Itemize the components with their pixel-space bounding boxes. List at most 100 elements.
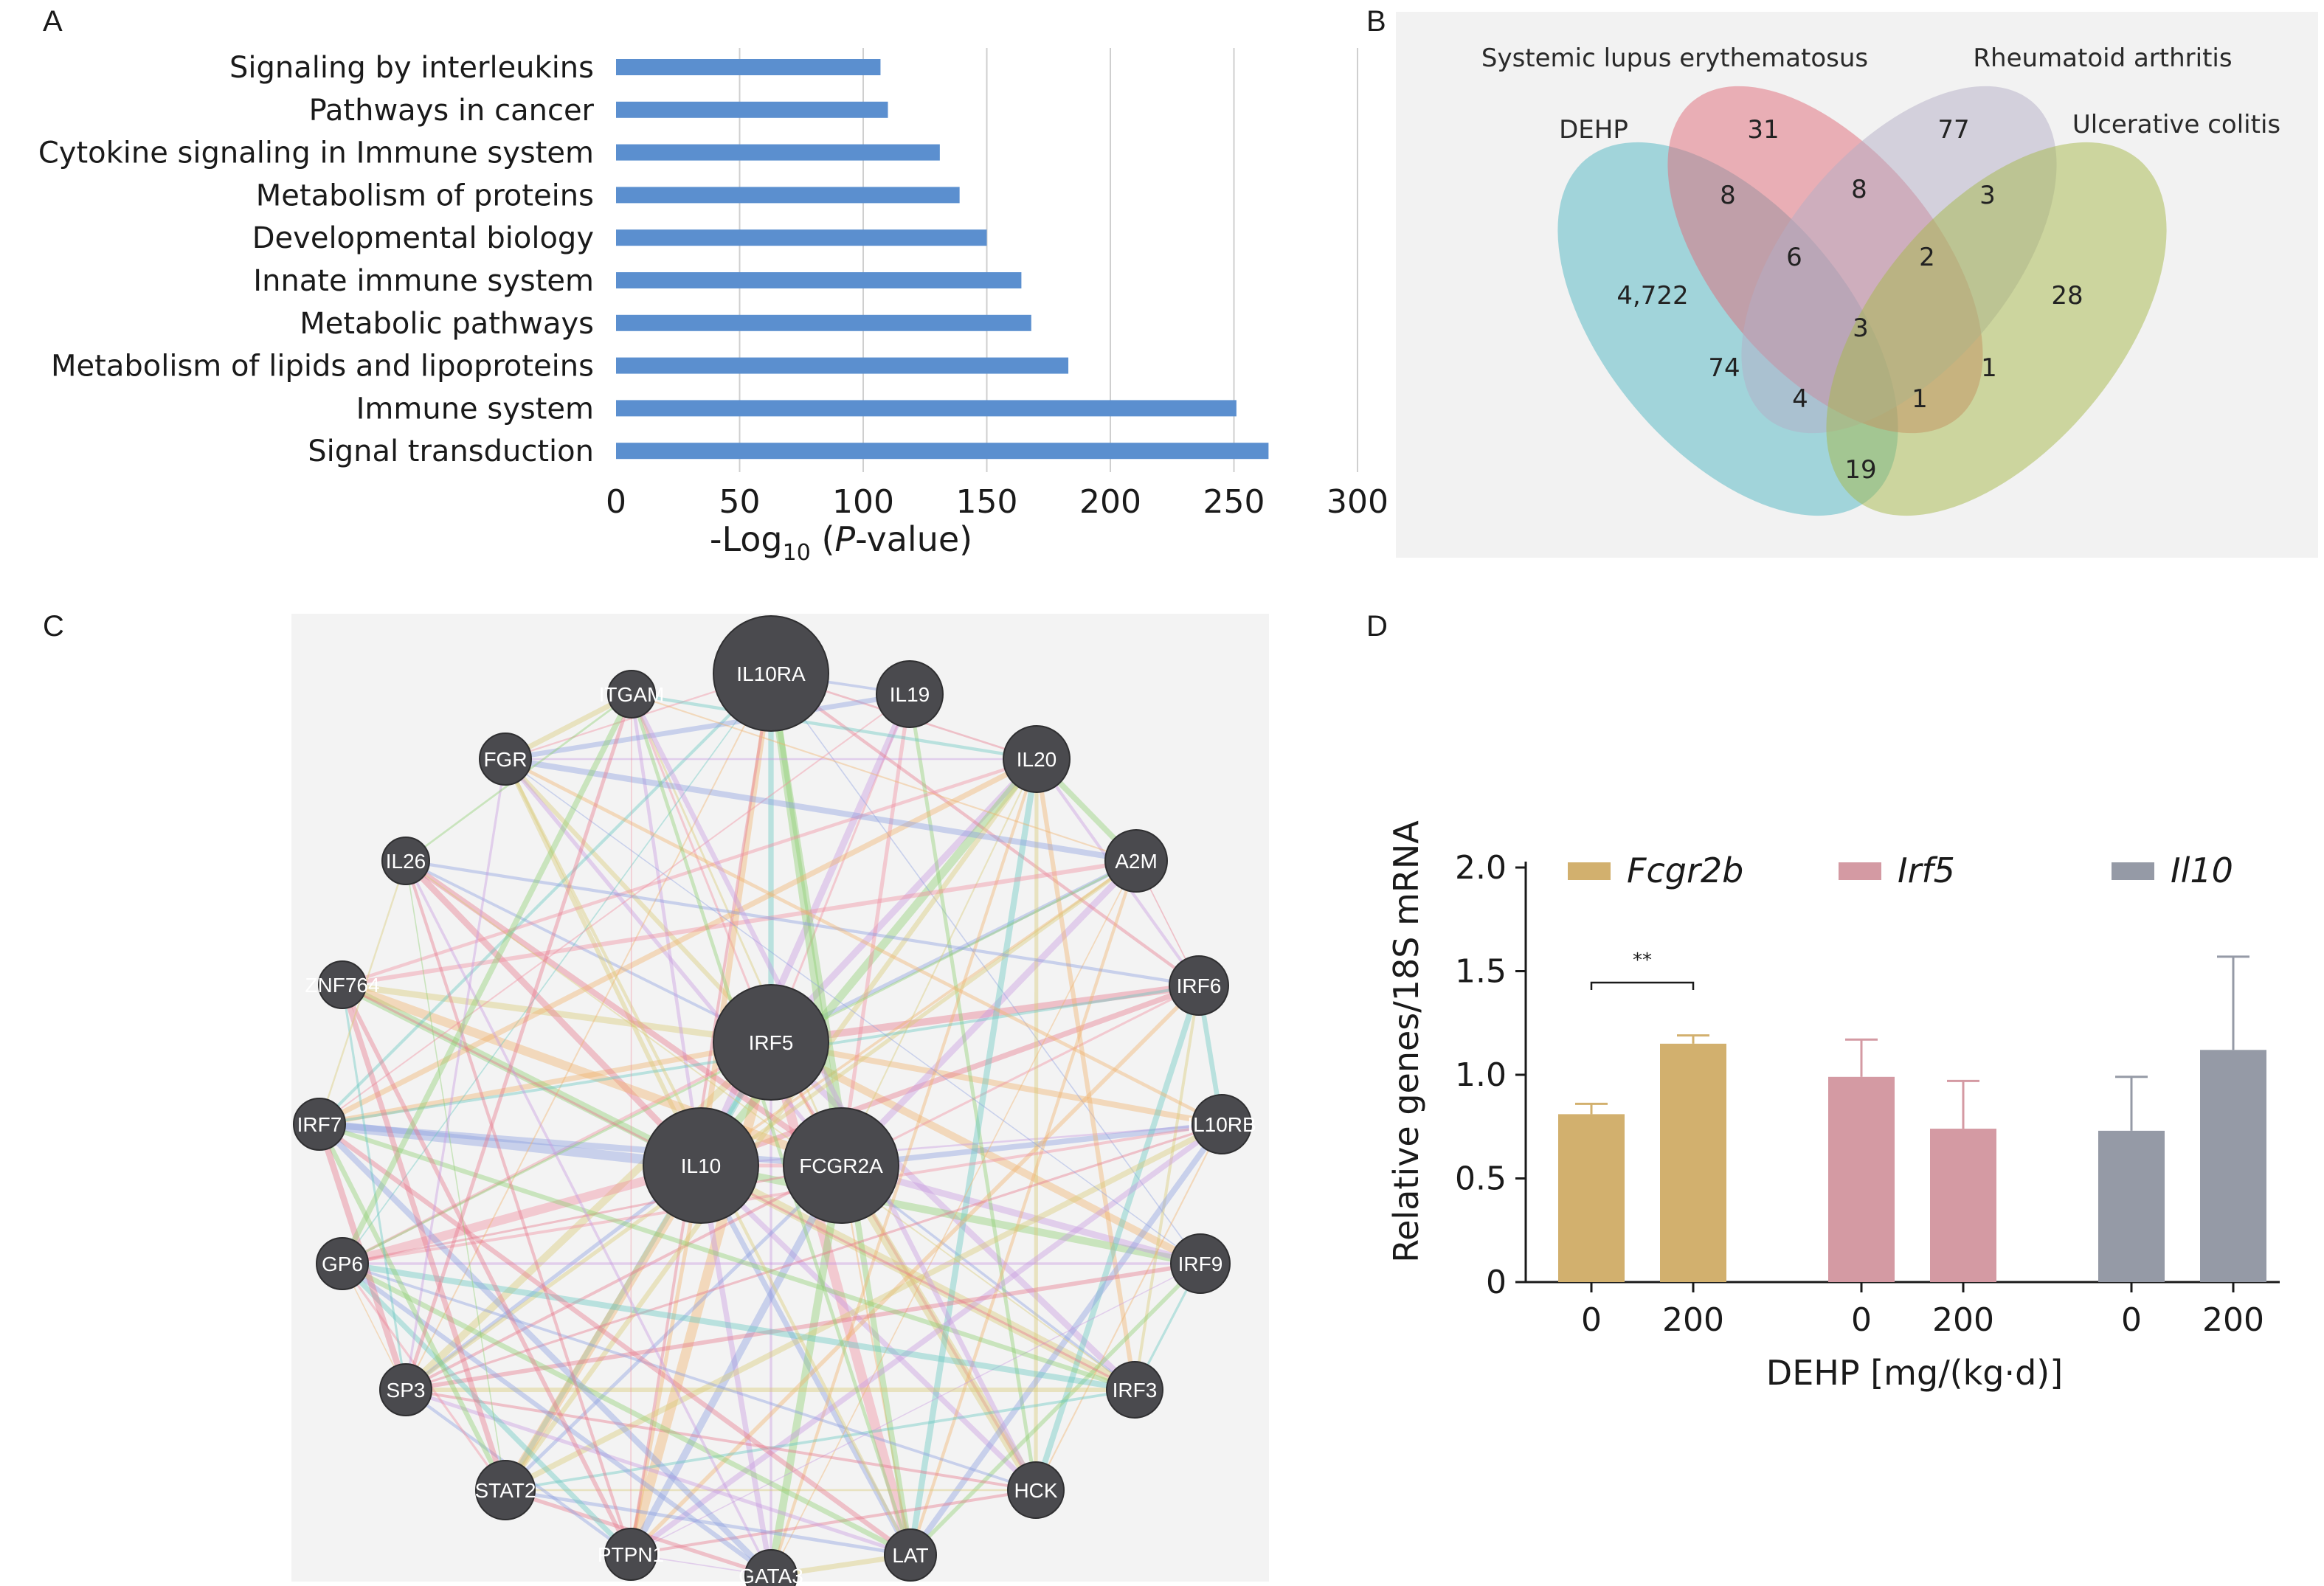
network-edge — [505, 691, 910, 762]
node-label: FCGR2A — [799, 1154, 883, 1177]
network-edge — [839, 693, 912, 1166]
network-edge — [629, 693, 703, 1166]
x-tick-label: 300 — [1327, 483, 1388, 521]
network-edge — [698, 1161, 1138, 1394]
node-irf9: IRF9 — [1170, 1233, 1231, 1294]
legend-item: Il10 — [2112, 851, 2233, 890]
x-tick-label: 150 — [956, 483, 1018, 521]
region-sle-ra-uc: 2 — [1919, 243, 1935, 272]
network-edge — [341, 1161, 702, 1268]
bars: ** — [1558, 949, 2266, 1282]
network-edge — [404, 858, 843, 1168]
network-edge — [767, 1165, 845, 1576]
network-edge — [840, 1121, 1222, 1168]
region-all: 3 — [1853, 314, 1869, 343]
significance-label: ** — [1633, 949, 1652, 972]
network-edge — [1133, 985, 1200, 1391]
gene-network: IRF5 IL10 FCGR2A IL10RA IL19 IL20 A2M IRF6 IL10R… — [291, 614, 1269, 1586]
node-label: IL19 — [890, 683, 930, 706]
node-label: A2M — [1115, 850, 1158, 873]
region-uc-only: 28 — [2051, 281, 2083, 311]
network-edge — [342, 1261, 1135, 1393]
set-label-ra: Rheumatoid arthritis — [1973, 44, 2232, 73]
network-edge — [404, 693, 634, 1391]
network-edge — [629, 1121, 1224, 1557]
node-il19: IL19 — [876, 660, 944, 728]
network-edge — [340, 1261, 633, 1556]
network-edge — [767, 673, 845, 1166]
node-circle — [744, 1549, 798, 1586]
network-edge — [403, 858, 704, 1168]
node-circle — [876, 660, 944, 728]
x-tick-label: 200 — [1079, 483, 1141, 521]
node-label: IRF9 — [1178, 1253, 1223, 1275]
category-label: Cytokine signaling in Immune system — [38, 136, 594, 170]
legend-label: Il10 — [2171, 851, 2233, 890]
node-il26: IL26 — [381, 837, 430, 885]
y-tick-label: 0.5 — [1455, 1160, 1507, 1198]
network-edge — [341, 1261, 772, 1578]
x-tick-label: 0 — [1851, 1301, 1872, 1339]
bar — [1558, 1114, 1625, 1282]
network-edge — [504, 757, 1223, 1126]
network-edge — [1034, 758, 1039, 1491]
panel-letter-d: D — [1366, 610, 1388, 643]
node-circle — [1106, 1361, 1163, 1419]
panel-letter-a: A — [43, 5, 63, 38]
network-edge — [505, 1388, 1135, 1492]
network-edge — [340, 981, 703, 1169]
panel-letter-c: C — [43, 610, 64, 643]
significance-bracket — [1590, 981, 1695, 990]
x-tick-labels: 0 50 100 150 200 250 300 — [606, 483, 1388, 521]
region-ra-uc: 3 — [1979, 181, 1996, 210]
network-edge — [318, 1122, 912, 1557]
bar — [616, 357, 1069, 374]
bars — [616, 59, 1269, 460]
node-label: LAT — [892, 1544, 928, 1567]
network-edge — [405, 1123, 1222, 1391]
node-il10ra: IL10RA — [713, 615, 829, 732]
network-edge — [503, 758, 703, 1167]
network-edge — [319, 1122, 1135, 1392]
network-edge — [405, 860, 506, 1491]
network-edge — [319, 1119, 702, 1171]
bar — [1828, 1076, 1895, 1282]
node-irf3: IRF3 — [1106, 1361, 1163, 1419]
category-label: Metabolism of proteins — [256, 179, 594, 212]
network-edge — [340, 980, 843, 1170]
node-irf5: IRF5 — [713, 984, 829, 1101]
network-edge — [405, 859, 1200, 988]
network-edge — [766, 1041, 916, 1556]
network-edge — [342, 859, 1137, 987]
node-sp3: SP3 — [379, 1363, 432, 1416]
network-edge — [770, 672, 1200, 987]
node-znf764: ZNF764 — [305, 960, 380, 1009]
network-edge — [318, 756, 1038, 1127]
node-circle — [379, 1363, 432, 1416]
network-edge — [404, 758, 507, 1391]
network-edge — [404, 860, 632, 1555]
x-tick-label: 0 — [1581, 1301, 1602, 1339]
network-edge — [770, 673, 1201, 1264]
network-edge — [909, 1262, 1202, 1556]
node-circle — [643, 1107, 759, 1224]
region-sle-ra: 8 — [1851, 175, 1867, 204]
y-tick-label: 0 — [1486, 1264, 1507, 1301]
category-label: Metabolism of lipids and lipoproteins — [51, 350, 594, 384]
network-edge — [342, 757, 1037, 987]
set-label-dehp: DEHP — [1559, 115, 1628, 145]
node-circle — [713, 615, 829, 732]
x-tick-label: 200 — [1932, 1301, 1994, 1339]
network-edge — [770, 693, 911, 1043]
network-edge — [840, 1162, 1202, 1267]
network-edge — [698, 1164, 913, 1556]
node-circle — [604, 1528, 657, 1581]
network-edge — [1034, 758, 1138, 1391]
node-circle — [713, 984, 829, 1101]
bar — [616, 314, 1031, 331]
category-labels: Signaling by interleukins Pathways in can… — [38, 51, 595, 468]
network-edge — [629, 693, 913, 1556]
region-dehp-ra-uc: 4 — [1792, 384, 1808, 414]
node-il20: IL20 — [1003, 725, 1071, 793]
